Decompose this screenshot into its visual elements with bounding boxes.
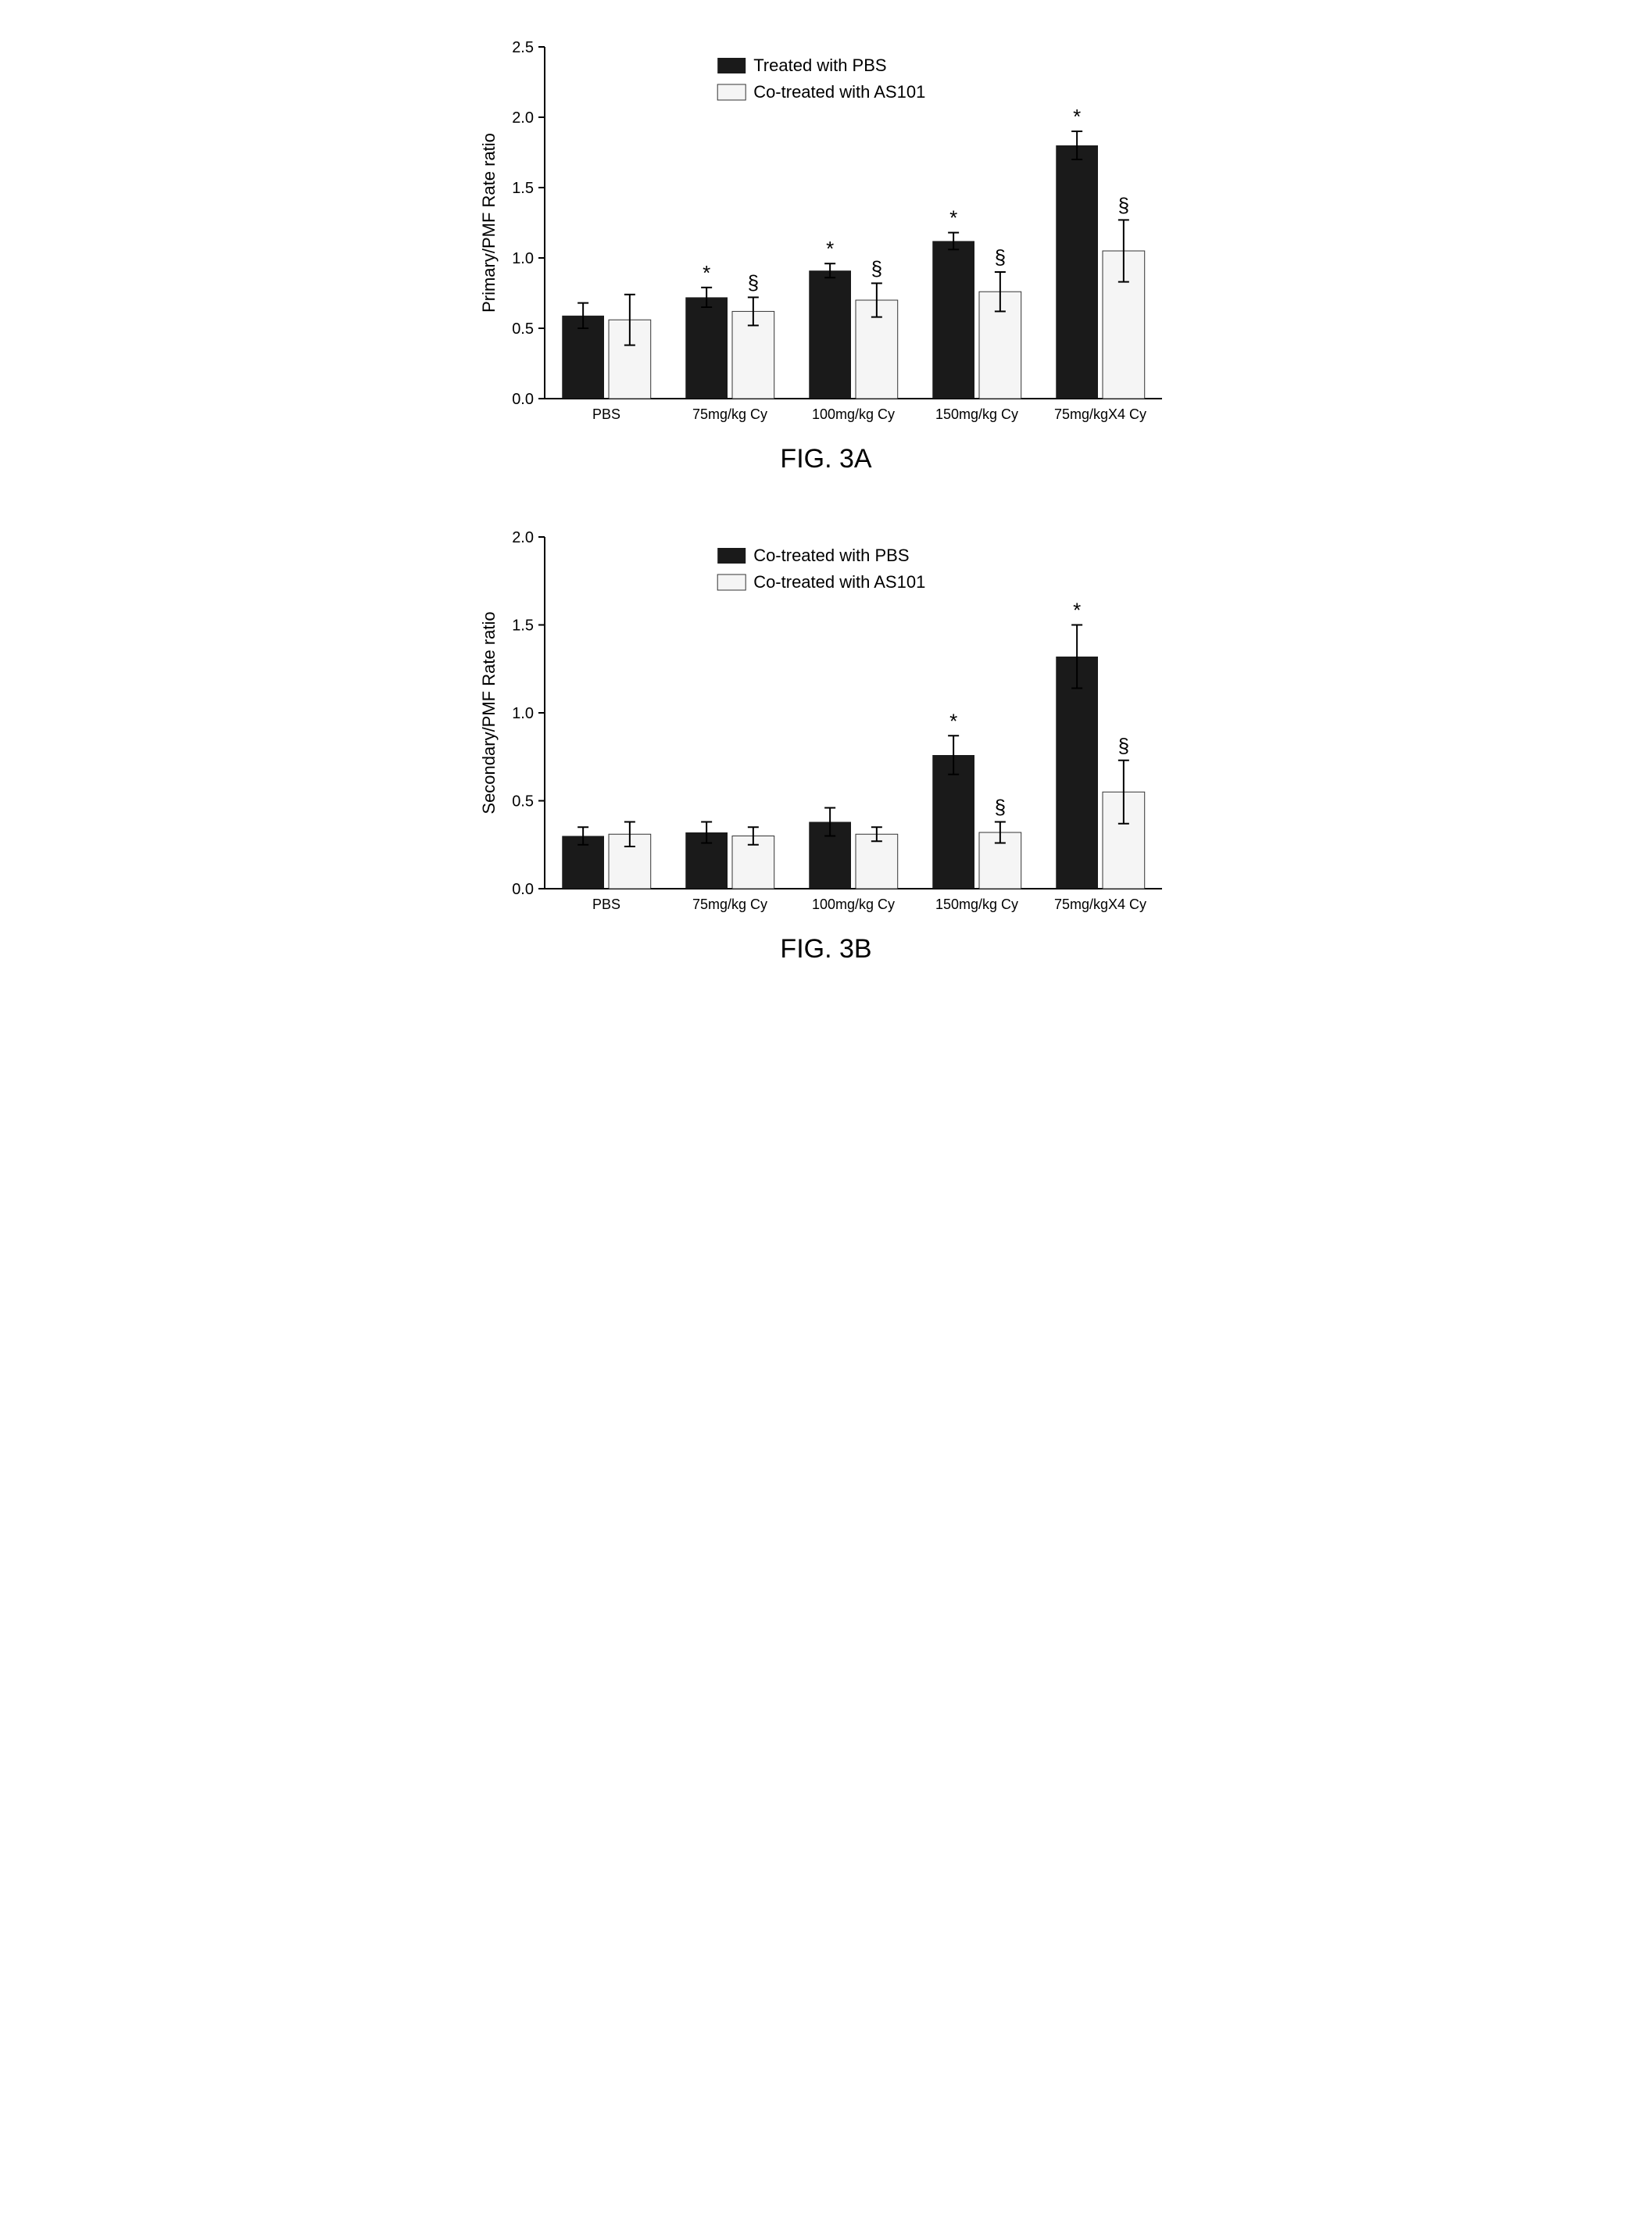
legend-swatch-dark [717,548,746,564]
chart-svg: 0.0 0.5 1.0 1.5 2.0 Secondary/PMF Rate ratio P… [474,521,1178,928]
category-label: PBS [592,406,620,422]
legend-swatch-dark [717,58,746,73]
legend-label-1: Co-treated with AS101 [753,82,925,102]
chart-b: 0.0 0.5 1.0 1.5 2.0 Secondary/PMF Rate ratio P… [474,521,1178,928]
legend-swatch-light [717,574,746,590]
annotation-star: * [826,237,834,260]
category-label: 150mg/kg Cy [935,897,1018,912]
bar-series0 [685,297,728,399]
category-label: 75mg/kgX4 Cy [1054,897,1146,912]
figure-b-container: 0.0 0.5 1.0 1.5 2.0 Secondary/PMF Rate ratio P… [474,521,1178,965]
category-label: 100mg/kg Cy [812,406,895,422]
y-tick-label: 2.0 [512,529,534,546]
category-label: 75mg/kg Cy [692,406,767,422]
bar-series0 [1056,145,1098,399]
category-label: 75mg/kgX4 Cy [1054,406,1146,422]
category-label: PBS [592,897,620,912]
y-tick-label: 2.0 [512,109,534,127]
figure-a-title: FIG. 3A [474,444,1178,474]
y-axis-label: Primary/PMF Rate ratio [479,133,499,313]
legend-label-1: Co-treated with AS101 [753,572,925,592]
legend-label-0: Co-treated with PBS [753,546,909,565]
annotation-section: § [995,245,1006,269]
annotation-section: § [748,270,759,294]
y-tick-label: 0.0 [512,391,534,408]
y-tick-label: 1.0 [512,250,534,267]
bar-series0 [932,241,974,399]
annotation-section: § [995,796,1006,819]
legend-label-0: Treated with PBS [753,55,886,75]
annotation-section: § [1118,193,1129,217]
figure-a-container: 0.0 0.5 1.0 1.5 2.0 2.5 Primary/PMF Rate ratio… [474,31,1178,474]
annotation-star: * [949,206,957,230]
category-label: 75mg/kg Cy [692,897,767,912]
chart-a: 0.0 0.5 1.0 1.5 2.0 2.5 Primary/PMF Rate ratio… [474,31,1178,438]
bar-series1 [856,834,898,889]
bar-series0 [809,270,851,399]
y-tick-label: 1.5 [512,617,534,635]
category-label: 150mg/kg Cy [935,406,1018,422]
bar-series0 [1056,657,1098,889]
y-axis-label: Secondary/PMF Rate ratio [479,611,499,814]
y-tick-label: 1.5 [512,180,534,197]
y-tick-label: 0.0 [512,881,534,898]
category-label: 100mg/kg Cy [812,897,895,912]
annotation-section: § [1118,734,1129,757]
annotation-star: * [949,709,957,732]
y-tick-label: 0.5 [512,320,534,338]
annotation-star: * [703,261,710,285]
figure-b-title: FIG. 3B [474,934,1178,965]
legend-swatch-light [717,84,746,100]
chart-svg: 0.0 0.5 1.0 1.5 2.0 2.5 Primary/PMF Rate ratio… [474,31,1178,438]
y-tick-label: 2.5 [512,39,534,56]
annotation-section: § [871,256,882,280]
y-tick-label: 0.5 [512,793,534,811]
annotation-star: * [1073,599,1081,622]
y-tick-label: 1.0 [512,705,534,722]
annotation-star: * [1073,105,1081,128]
